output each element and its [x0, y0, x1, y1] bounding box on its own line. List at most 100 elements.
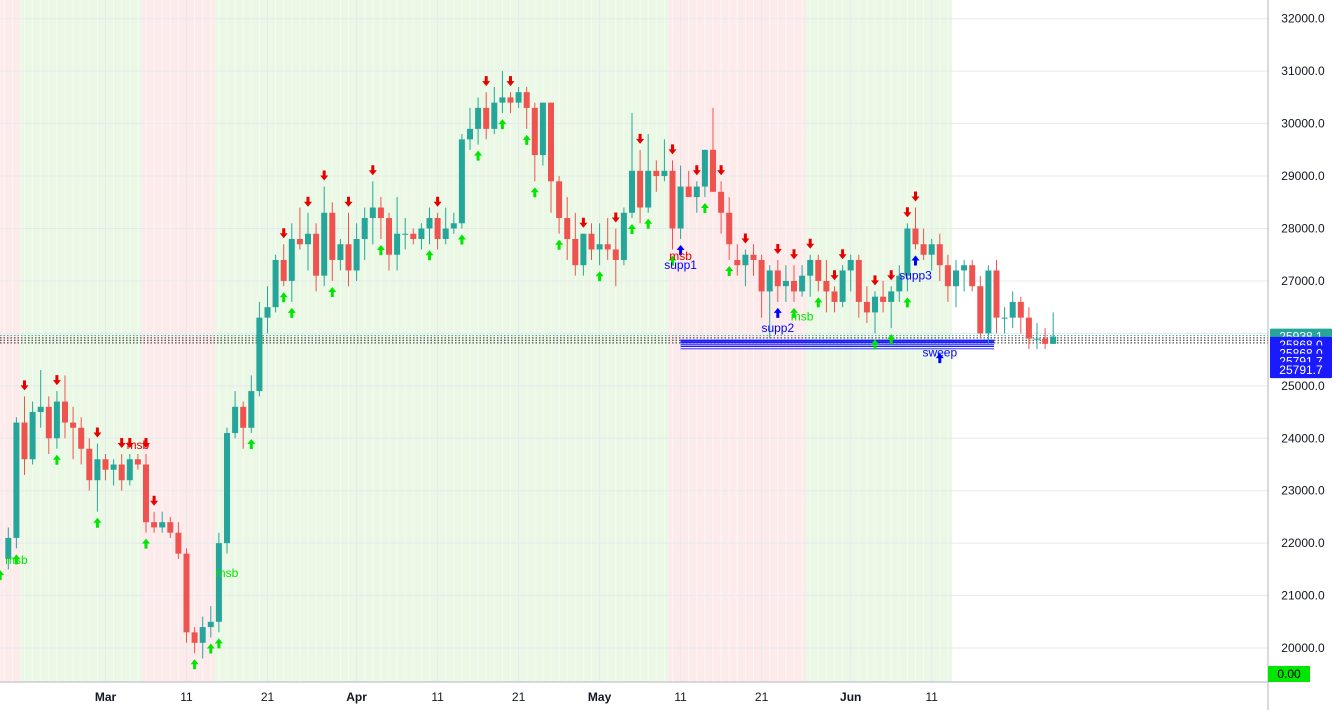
candle-body [661, 170, 668, 177]
arrow-down-icon [368, 165, 377, 176]
candle-body [199, 627, 206, 643]
arrow-up-icon [190, 659, 199, 670]
arrow-down-icon [279, 228, 288, 239]
arrow-up-icon [142, 538, 150, 549]
candle-body [831, 291, 838, 302]
candle-body [426, 218, 433, 229]
candle-body [896, 275, 903, 292]
candle-body [288, 238, 295, 281]
candle-body [572, 238, 579, 266]
candle-body [86, 448, 93, 481]
candle-body [175, 532, 182, 554]
candle-body [629, 170, 635, 213]
candle-body [483, 107, 490, 129]
support-arrow-icon [773, 307, 782, 318]
x-tick-label: 11 [180, 690, 193, 704]
candle-body [548, 102, 554, 182]
arrow-down-icon [117, 438, 126, 449]
arrow-up-icon [214, 638, 223, 649]
arrow-down-icon [433, 196, 442, 207]
candle-body [418, 228, 425, 239]
candle-body [888, 291, 895, 302]
y-tick-label: 27000.0 [1281, 274, 1325, 288]
support-arrow-icon [911, 255, 920, 266]
candle-body [248, 391, 255, 428]
candle-body [442, 228, 449, 239]
candle-body [588, 233, 595, 250]
arrow-up-icon [903, 297, 912, 308]
arrow-up-icon [644, 218, 653, 229]
candle-body [240, 406, 247, 428]
arrow-up-icon [871, 339, 879, 350]
arrow-up-icon [0, 570, 5, 581]
y-tick-label: 24000.0 [1281, 431, 1325, 445]
candle-body [1034, 338, 1040, 340]
arrow-up-icon [425, 250, 434, 261]
y-tick-label: 28000.0 [1281, 222, 1325, 236]
candle-body [637, 170, 644, 208]
arrow-down-icon [838, 249, 847, 260]
candle-body [296, 238, 303, 245]
candle-body [224, 433, 230, 544]
y-tick-label: 21000.0 [1281, 589, 1325, 603]
arrow-up-icon [790, 307, 798, 318]
y-tick-label: 20000.0 [1281, 641, 1325, 655]
candle-body [710, 149, 716, 192]
candle-body [734, 259, 741, 266]
candle-body [847, 259, 854, 271]
candle-body [750, 254, 757, 260]
arrow-up-icon [52, 454, 61, 465]
candle-body [78, 427, 85, 449]
candle-body [523, 92, 530, 108]
arrow-up-icon [887, 334, 896, 345]
arrow-up-icon [668, 255, 677, 266]
candle-body [467, 128, 473, 140]
candle-body [256, 317, 263, 392]
arrow-up-icon [247, 439, 256, 450]
arrow-down-icon [903, 207, 912, 218]
support-label: supp1 [664, 258, 697, 272]
candle-body [321, 212, 328, 276]
candle-layer [5, 71, 1057, 659]
candle-body [807, 259, 814, 276]
signal-label: msb [216, 566, 239, 580]
candle-body [394, 233, 401, 255]
candle-body [280, 259, 287, 281]
candle-body [774, 270, 781, 287]
candle-body [564, 218, 571, 239]
arrow-up-icon [287, 307, 296, 318]
candle-body [953, 270, 959, 287]
support-arrow-icon [676, 244, 685, 255]
arrow-up-icon [93, 517, 102, 528]
candle-body [272, 259, 279, 308]
indicator-tag-text: 0.00 [1277, 667, 1301, 681]
candle-body [458, 139, 465, 224]
candle-body [313, 233, 320, 276]
candle-body [62, 401, 68, 423]
arrow-up-icon [595, 271, 604, 282]
arrow-up-icon [628, 224, 636, 235]
candle-body [596, 244, 603, 250]
candle-body [151, 522, 158, 528]
candle-body [612, 249, 619, 260]
arrow-down-icon [93, 427, 102, 438]
candle-body [936, 244, 943, 266]
arrow-down-icon [52, 375, 61, 386]
arrow-up-icon [474, 150, 483, 161]
candle-body [353, 238, 360, 271]
candle-body [118, 464, 125, 481]
candle-body [183, 553, 190, 633]
candle-body [207, 621, 214, 628]
candle-body [345, 244, 352, 271]
arrow-up-icon [279, 292, 288, 303]
label-layer: supp1 supp2 supp3 msb msb msb msb msb sweep [5, 249, 957, 580]
y-tick-label: 29000.0 [1281, 169, 1325, 183]
candle-body [993, 270, 1000, 318]
signal-label: msb [5, 553, 28, 567]
candle-body [531, 107, 538, 156]
arrow-down-icon [668, 144, 677, 155]
candle-body [402, 233, 409, 235]
candle-body [1025, 317, 1032, 339]
